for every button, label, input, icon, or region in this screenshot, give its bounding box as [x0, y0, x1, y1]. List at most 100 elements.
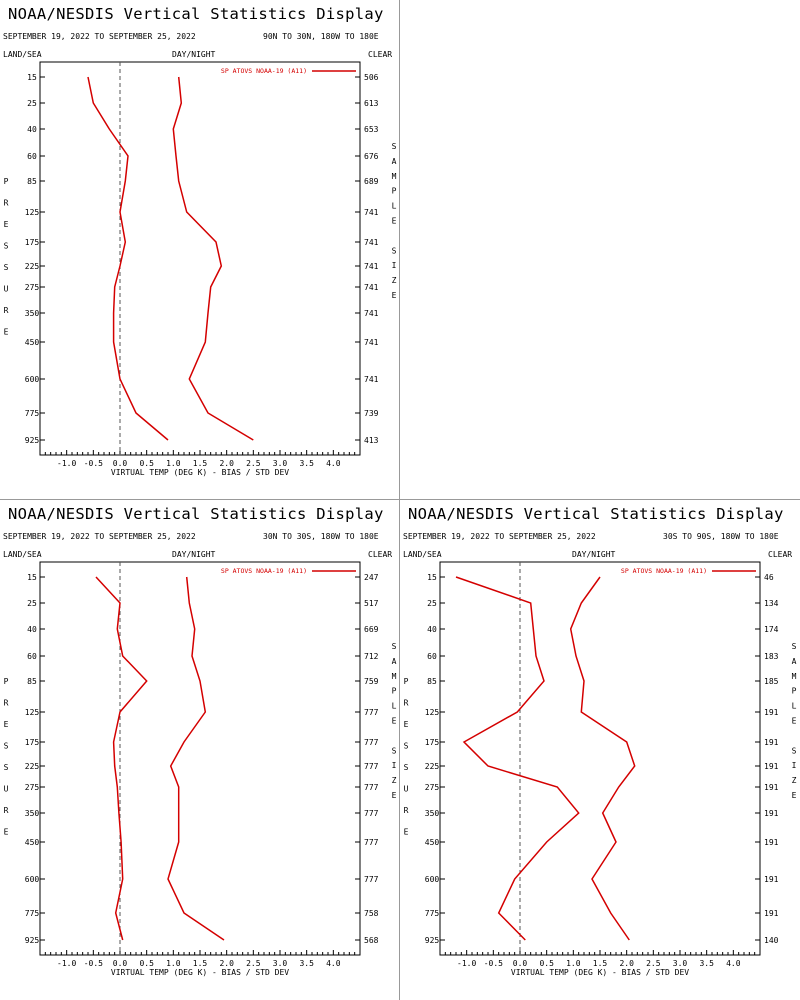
x-tick-label: 2.0: [619, 959, 634, 968]
pressure-level-label: 85: [27, 177, 37, 186]
sample-size-label: 653: [364, 125, 379, 134]
pressure-level-label: 775: [25, 409, 40, 418]
pressure-level-label: 125: [425, 708, 440, 717]
x-tick-label: 2.0: [219, 959, 234, 968]
y2-axis-label-letter: A: [792, 657, 797, 666]
pressure-level-label: 85: [427, 677, 437, 686]
day-night-label: DAY/NIGHT: [572, 550, 616, 559]
y2-axis-label-letter: S: [792, 746, 797, 755]
sample-size-label: 777: [364, 738, 379, 747]
pressure-level-label: 15: [27, 573, 37, 582]
pressure-level-label: 175: [25, 738, 40, 747]
x-tick-label: 2.5: [246, 459, 261, 468]
panel-separator-horizontal: [0, 499, 800, 500]
pressure-level-label: 600: [425, 875, 440, 884]
y2-axis-label-letter: I: [792, 761, 797, 770]
sample-size-label: 183: [764, 652, 779, 661]
y-axis-label-letter: U: [4, 285, 9, 294]
y2-axis-label-letter: E: [392, 791, 397, 800]
pressure-level-label: 350: [25, 309, 40, 318]
bias-profile-line: [95, 576, 148, 941]
y2-axis-label-letter: M: [392, 172, 397, 181]
x-tick-label: 1.0: [166, 459, 181, 468]
pressure-level-label: 60: [427, 652, 437, 661]
region-label: 30N TO 30S, 180W TO 180E: [263, 532, 379, 541]
sample-size-label: 712: [364, 652, 379, 661]
sample-size-label: 777: [364, 762, 379, 771]
profile-chart: -1.0 -0.5 0.0 0.5 1.0 1.5 2.0 2.5 3.0 3.5 4.0 VIRTU…: [4, 61, 397, 477]
y2-axis-label-letter: I: [392, 261, 397, 270]
pressure-level-label: 225: [25, 762, 40, 771]
pressure-level-label: 15: [427, 573, 437, 582]
x-tick-label: -0.5: [84, 959, 103, 968]
y-axis-label-letter: P: [404, 677, 409, 686]
y-axis-label-letter: P: [4, 177, 9, 186]
pressure-level-label: 175: [25, 238, 40, 247]
x-axis-label: VIRTUAL TEMP (DEG K) - BIAS / STD DEV: [111, 468, 289, 477]
sample-size-label: 741: [364, 238, 379, 247]
pressure-level-label: 175: [425, 738, 440, 747]
y-axis-label-letter: U: [404, 785, 409, 794]
y2-axis-label-letter: P: [392, 187, 397, 196]
sample-size-label: 185: [764, 677, 779, 686]
sample-size-label: 506: [364, 73, 379, 82]
pressure-level-label: 25: [27, 99, 37, 108]
sample-size-label: 174: [764, 625, 779, 634]
pressure-level-label: 600: [25, 875, 40, 884]
sample-size-label: 739: [364, 409, 379, 418]
pressure-level-label: 925: [25, 436, 40, 445]
panel-title: NOAA/NESDIS Vertical Statistics Display: [8, 505, 384, 523]
x-tick-label: 1.0: [566, 959, 581, 968]
sample-size-label: 191: [764, 783, 779, 792]
x-tick-label: 4.0: [326, 959, 341, 968]
sample-size-label: 777: [364, 809, 379, 818]
x-tick-label: 3.0: [273, 459, 288, 468]
y-axis-label-letter: E: [4, 828, 9, 837]
sample-size-label: 741: [364, 208, 379, 217]
x-tick-label: 3.0: [273, 959, 288, 968]
y2-axis-label-letter: I: [392, 761, 397, 770]
y2-axis-label-letter: M: [792, 672, 797, 681]
legend-label: SP ATOVS NOAA-19 (A11): [621, 567, 707, 575]
x-tick-label: 2.5: [646, 959, 661, 968]
y2-axis-label-letter: Z: [792, 776, 797, 785]
y2-axis-label-letter: Z: [392, 776, 397, 785]
x-tick-label: 2.5: [246, 959, 261, 968]
pressure-level-label: 85: [27, 677, 37, 686]
plot-frame: [39, 61, 361, 456]
pressure-level-label: 350: [25, 809, 40, 818]
pressure-level-label: 60: [27, 652, 37, 661]
y2-axis-label-letter: A: [392, 157, 397, 166]
sample-size-label: 191: [764, 738, 779, 747]
sample-size-label: 741: [364, 283, 379, 292]
land-sea-label: LAND/SEA: [3, 550, 42, 559]
bias-profile-line: [455, 576, 580, 941]
y-axis-label-letter: S: [4, 763, 9, 772]
pressure-level-label: 40: [27, 625, 37, 634]
y2-axis-label-letter: L: [392, 202, 397, 211]
y-axis-label-letter: S: [4, 242, 9, 251]
y2-axis-label-letter: A: [392, 657, 397, 666]
sample-size-label: 777: [364, 708, 379, 717]
y-axis-label-letter: E: [4, 220, 9, 229]
pressure-level-label: 275: [425, 783, 440, 792]
panel-title: NOAA/NESDIS Vertical Statistics Display: [408, 505, 784, 523]
pressure-level-label: 25: [427, 599, 437, 608]
std-dev-profile-line: [172, 76, 254, 441]
std-dev-profile-line: [569, 576, 636, 941]
y2-axis-label-letter: P: [392, 687, 397, 696]
sample-size-label: 191: [764, 708, 779, 717]
stats-panel-1: NOAA/NESDIS Vertical Statistics Display …: [0, 0, 400, 500]
pressure-level-label: 925: [425, 936, 440, 945]
sample-size-label: 247: [364, 573, 379, 582]
x-tick-label: 1.5: [193, 959, 208, 968]
sample-size-label: 46: [764, 573, 774, 582]
y2-axis-label-letter: E: [792, 791, 797, 800]
sample-size-label: 191: [764, 809, 779, 818]
y-axis-label-letter: E: [404, 720, 409, 729]
clear-label: CLEAR: [368, 550, 393, 559]
date-range: SEPTEMBER 19, 2022 TO SEPTEMBER 25, 2022: [3, 532, 196, 541]
x-tick-label: 0.0: [513, 959, 528, 968]
pressure-level-label: 600: [25, 375, 40, 384]
y-axis-label-letter: S: [404, 742, 409, 751]
